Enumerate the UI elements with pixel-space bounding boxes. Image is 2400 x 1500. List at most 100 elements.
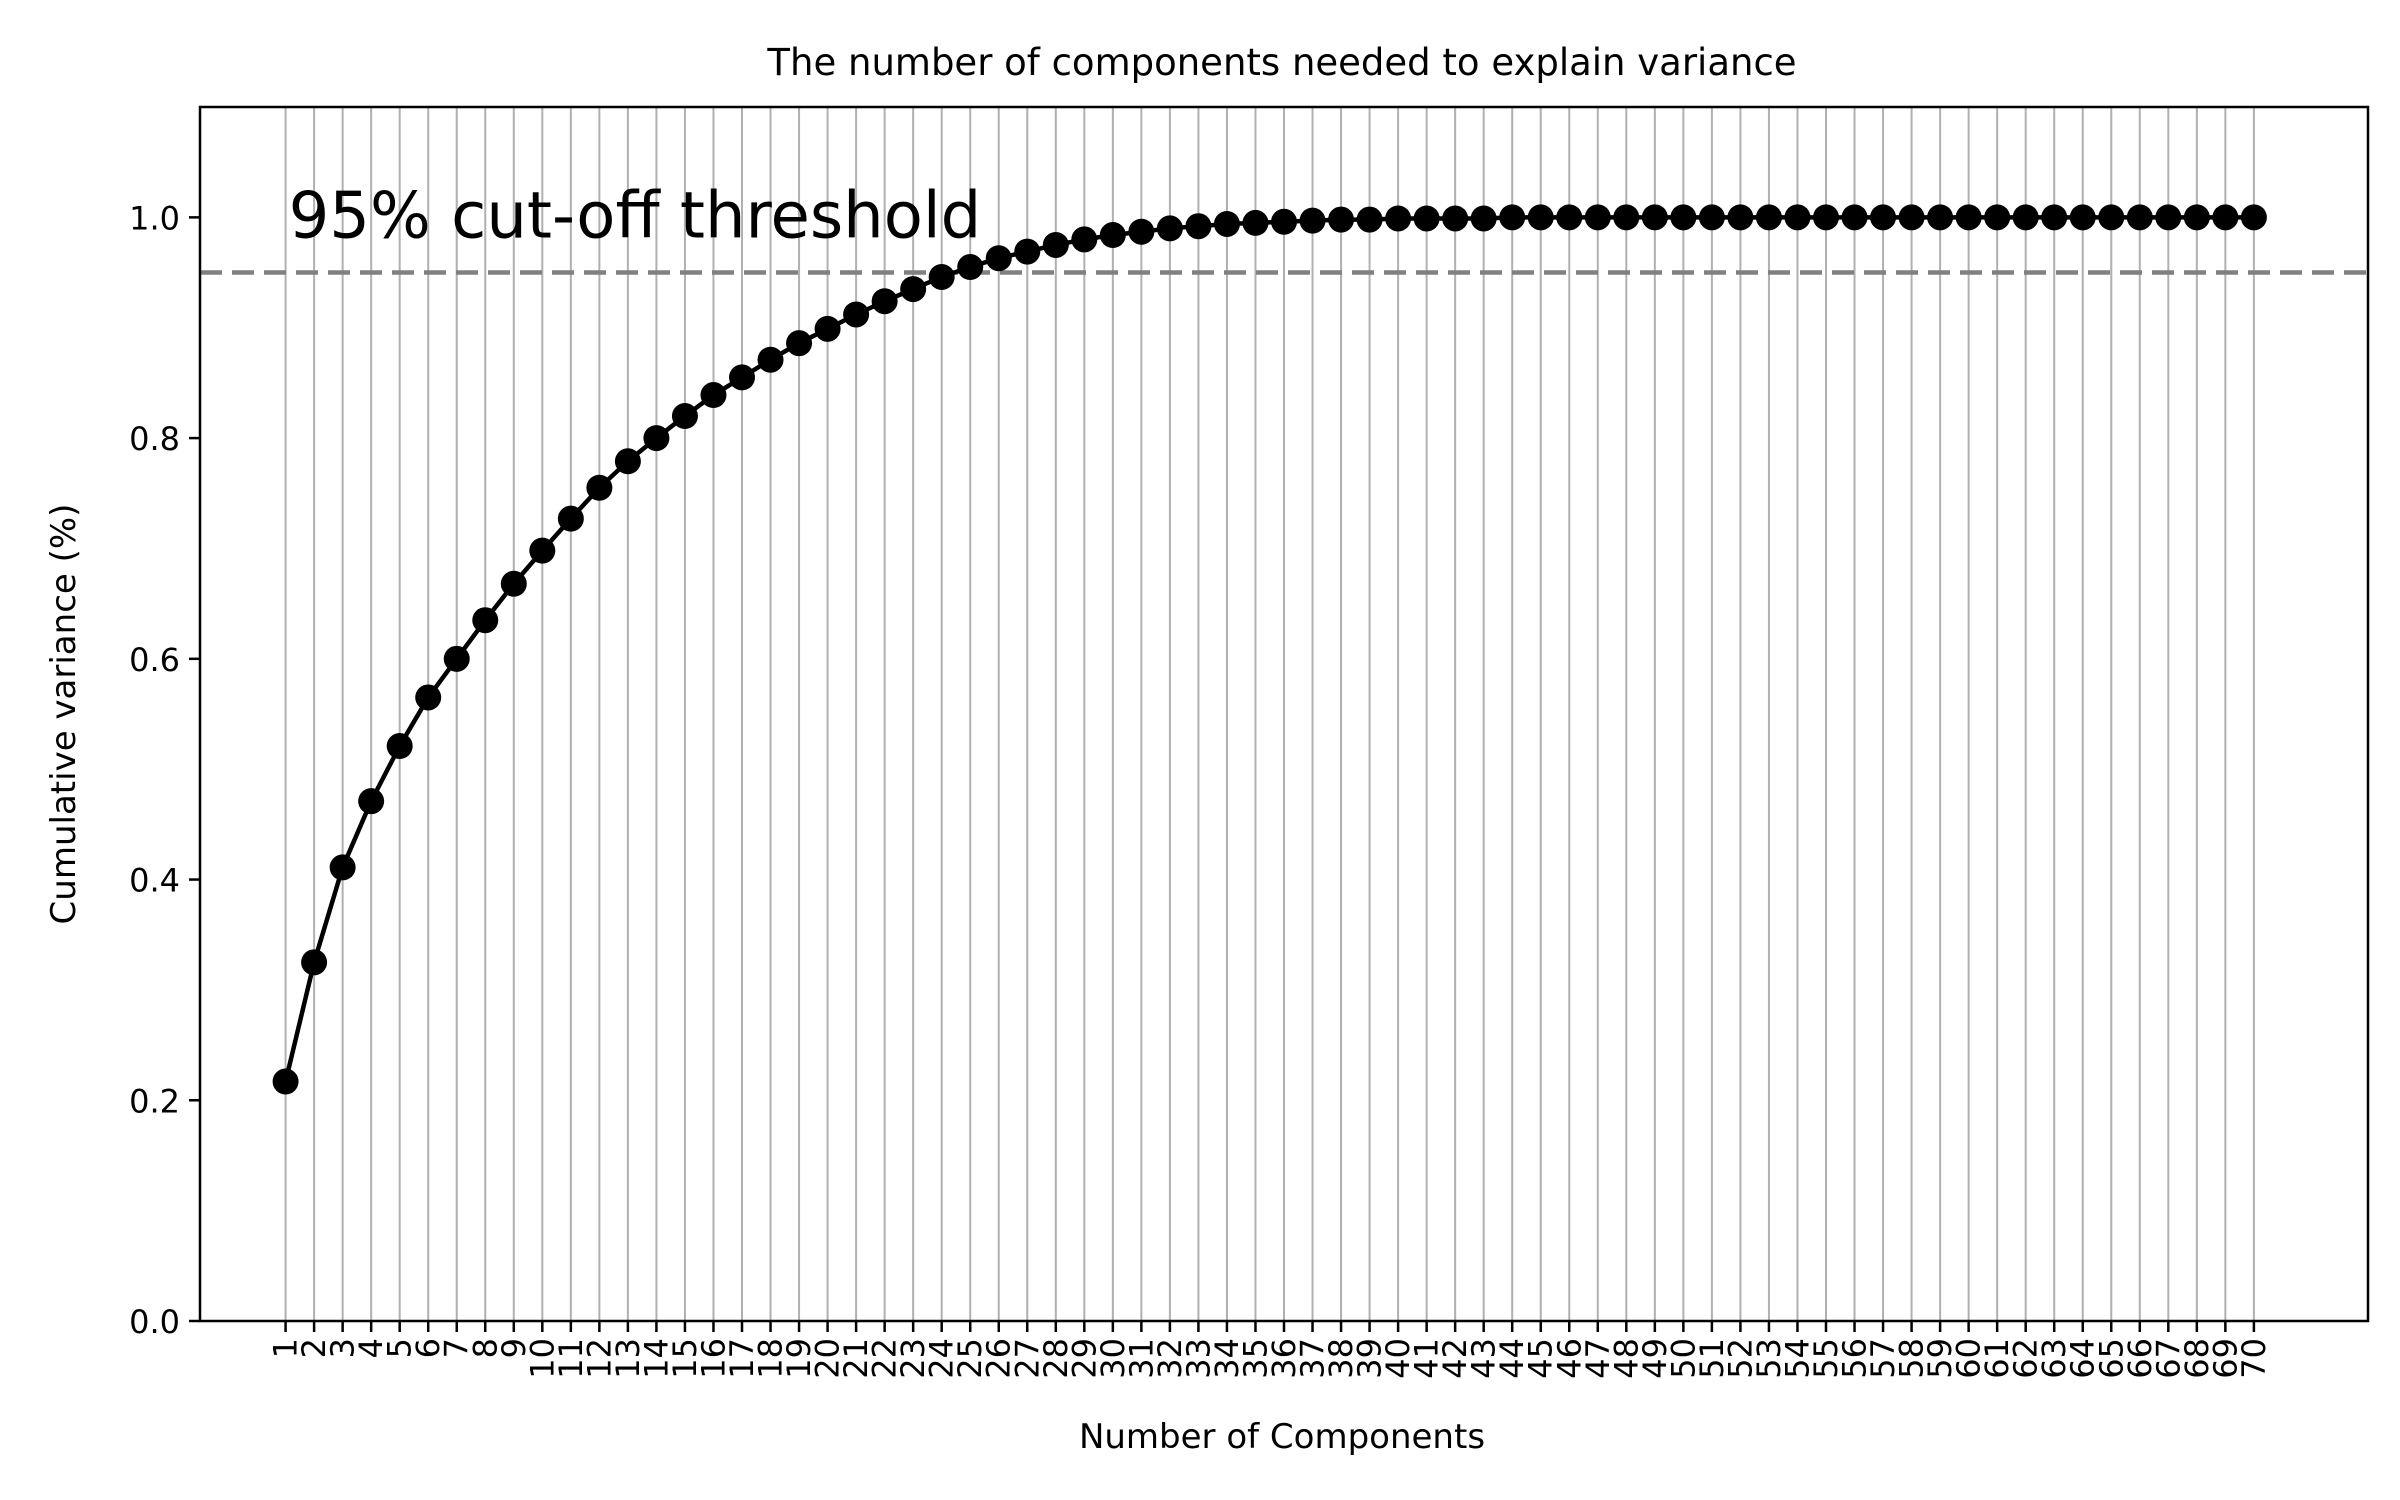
data-point (843, 301, 870, 328)
y-tick-label: 0.8 (129, 420, 180, 458)
x-tick-label: 31 (1122, 1338, 1160, 1379)
x-tick-label: 45 (1522, 1338, 1560, 1379)
x-tick-label: 32 (1151, 1338, 1189, 1379)
data-point (472, 607, 499, 634)
x-tick-label: 24 (923, 1338, 961, 1379)
data-point (2212, 204, 2239, 231)
threshold-annotation: 95% cut-off threshold (289, 179, 982, 253)
data-point (786, 330, 813, 357)
series-line (283, 215, 2254, 1083)
x-tick-label: 30 (1094, 1338, 1132, 1379)
x-tick-label: 52 (1721, 1338, 1759, 1379)
x-tick-label: 3 (324, 1338, 362, 1358)
data-point (301, 949, 328, 976)
x-tick-label: 7 (438, 1338, 476, 1358)
x-tick-label: 25 (951, 1338, 989, 1379)
data-point (928, 263, 955, 290)
x-tick-label: 10 (523, 1338, 561, 1379)
x-tick-label: 6 (409, 1338, 447, 1358)
data-point (871, 288, 898, 315)
data-point (1328, 206, 1355, 233)
data-point (814, 315, 841, 342)
data-point (1156, 215, 1183, 242)
x-tick-label: 16 (694, 1338, 732, 1379)
x-tick-label: 53 (1750, 1338, 1788, 1379)
data-point (272, 1068, 299, 1095)
x-tick-label: 28 (1037, 1338, 1075, 1379)
data-point (2012, 204, 2039, 231)
x-tick-label: 38 (1322, 1338, 1360, 1379)
data-point (1813, 204, 1839, 231)
data-point (1470, 205, 1497, 232)
data-point (900, 276, 927, 303)
data-point (1898, 204, 1925, 231)
chart-title: The number of components needed to expla… (766, 41, 1796, 84)
data-point (1527, 204, 1554, 231)
data-point (2155, 204, 2182, 231)
x-tick-label: 65 (2092, 1338, 2130, 1379)
data-point (1755, 204, 1782, 231)
data-point (2126, 204, 2153, 231)
x-tick-label: 27 (1008, 1338, 1046, 1379)
data-point (1984, 204, 2011, 231)
x-axis: 1234567891011121314151617181920212223242… (267, 1321, 2273, 1379)
data-point (415, 684, 442, 711)
x-tick-label: 54 (1778, 1338, 1816, 1379)
data-point (1385, 205, 1412, 232)
data-point (557, 505, 584, 532)
y-axis: 0.0 0.2 0.4 0.6 0.8 1.0 (129, 199, 200, 1341)
x-tick-label: 60 (1950, 1338, 1988, 1379)
x-tick-label: 9 (495, 1338, 533, 1358)
data-point (1413, 205, 1440, 232)
x-tick-label: 50 (1664, 1338, 1702, 1379)
data-point (729, 364, 755, 391)
data-point (1014, 238, 1041, 265)
data-point (2069, 204, 2096, 231)
x-tick-label: 59 (1921, 1338, 1959, 1379)
data-point (1613, 204, 1640, 231)
x-tick-label: 35 (1236, 1338, 1274, 1379)
data-point (1870, 204, 1897, 231)
x-tick-label: 1 (267, 1338, 305, 1358)
x-tick-label: 26 (980, 1338, 1018, 1379)
data-point (586, 474, 613, 501)
data-point (1213, 210, 1240, 237)
data-point (985, 245, 1012, 272)
x-tick-label: 44 (1493, 1338, 1531, 1379)
data-point (1955, 204, 1982, 231)
data-point (1356, 206, 1383, 233)
data-point (2240, 204, 2267, 231)
data-point (1042, 231, 1069, 258)
data-point (1841, 204, 1868, 231)
x-tick-label: 22 (866, 1338, 904, 1379)
y-tick-label: 0.0 (129, 1303, 180, 1341)
x-axis-label: Number of Components (1079, 1417, 1485, 1457)
x-tick-label: 37 (1294, 1338, 1332, 1379)
x-tick-label: 70 (2235, 1338, 2273, 1379)
y-tick-label: 0.6 (129, 641, 180, 679)
data-point (1670, 204, 1697, 231)
x-tick-label: 18 (752, 1338, 790, 1379)
data-point (1185, 213, 1212, 240)
data-point (1784, 204, 1811, 231)
data-point (1071, 226, 1098, 253)
x-tick-label: 64 (2064, 1338, 2102, 1379)
x-tick-label: 49 (1636, 1338, 1674, 1379)
x-tick-label: 55 (1807, 1338, 1845, 1379)
x-tick-label: 58 (1893, 1338, 1931, 1379)
x-tick-label: 69 (2206, 1338, 2244, 1379)
data-point (443, 645, 470, 672)
data-point (2183, 204, 2210, 231)
y-axis-label: Cumulative variance (%) (44, 504, 84, 925)
data-point (1242, 209, 1269, 236)
x-tick-label: 8 (466, 1338, 504, 1358)
x-tick-label: 12 (580, 1338, 618, 1379)
x-tick-label: 46 (1550, 1338, 1588, 1379)
y-tick-label: 0.2 (129, 1082, 180, 1120)
data-point (1927, 204, 1954, 231)
x-tick-label: 19 (780, 1338, 818, 1379)
data-point (1727, 204, 1754, 231)
x-tick-label: 47 (1579, 1338, 1617, 1379)
x-tick-label: 36 (1265, 1338, 1303, 1379)
